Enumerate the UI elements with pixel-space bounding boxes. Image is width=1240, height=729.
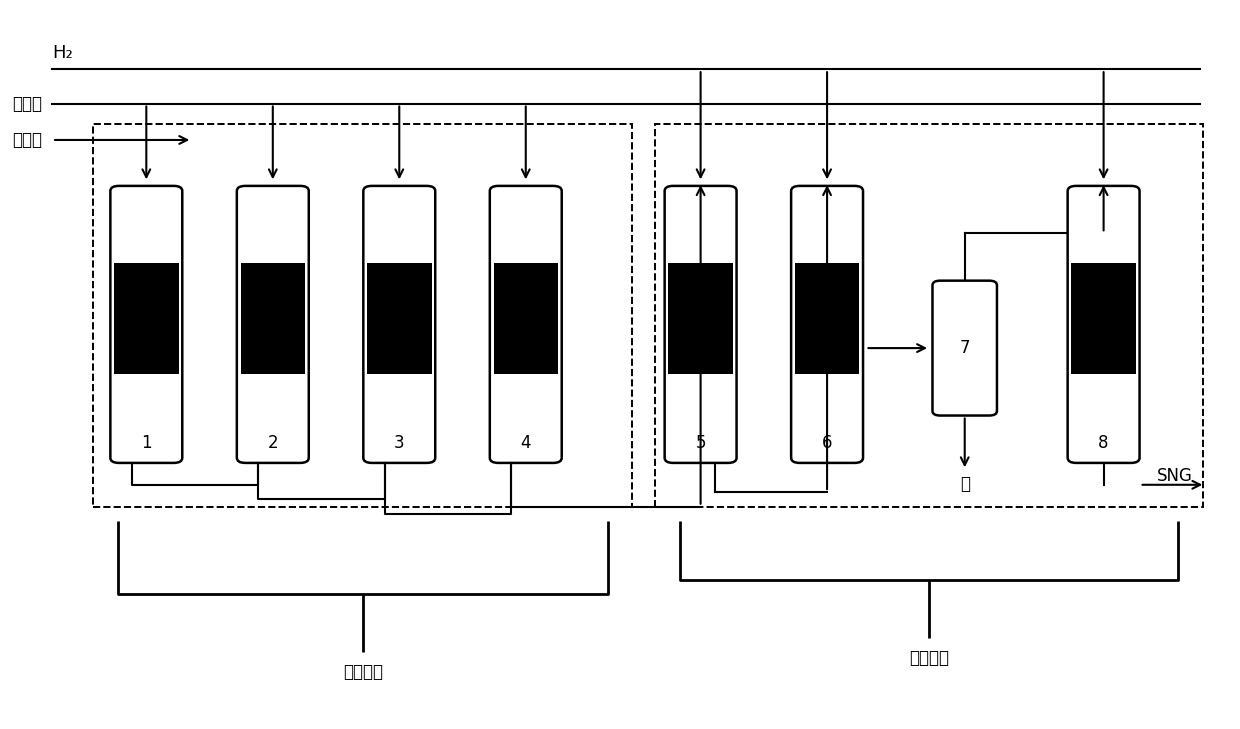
Text: SNG: SNG [1157,467,1193,485]
FancyBboxPatch shape [791,186,863,463]
Bar [114,263,179,374]
FancyBboxPatch shape [665,186,737,463]
Bar [668,263,733,374]
Text: 水蕌气: 水蕌气 [12,131,42,149]
Text: 原料气: 原料气 [12,95,42,112]
Text: 7: 7 [960,339,970,357]
FancyBboxPatch shape [110,186,182,463]
Text: 5: 5 [696,434,706,451]
Text: 1: 1 [141,434,151,451]
Bar [367,263,432,374]
FancyBboxPatch shape [1068,186,1140,463]
Text: 主甲烷化: 主甲烷化 [342,663,383,682]
Bar [241,263,305,374]
FancyBboxPatch shape [363,186,435,463]
Text: H₂: H₂ [52,44,73,62]
Text: 3: 3 [394,434,404,451]
Bar [795,263,859,374]
FancyBboxPatch shape [490,186,562,463]
FancyBboxPatch shape [932,281,997,416]
Bar [655,124,1203,507]
FancyBboxPatch shape [237,186,309,463]
Text: 2: 2 [268,434,278,451]
Bar [494,263,558,374]
Bar [93,124,632,507]
Text: 4: 4 [521,434,531,451]
Text: 8: 8 [1099,434,1109,451]
Text: 6: 6 [822,434,832,451]
Text: 水: 水 [960,475,970,494]
Bar [1071,263,1136,374]
Text: 辅甲烷化: 辅甲烷化 [909,649,949,667]
